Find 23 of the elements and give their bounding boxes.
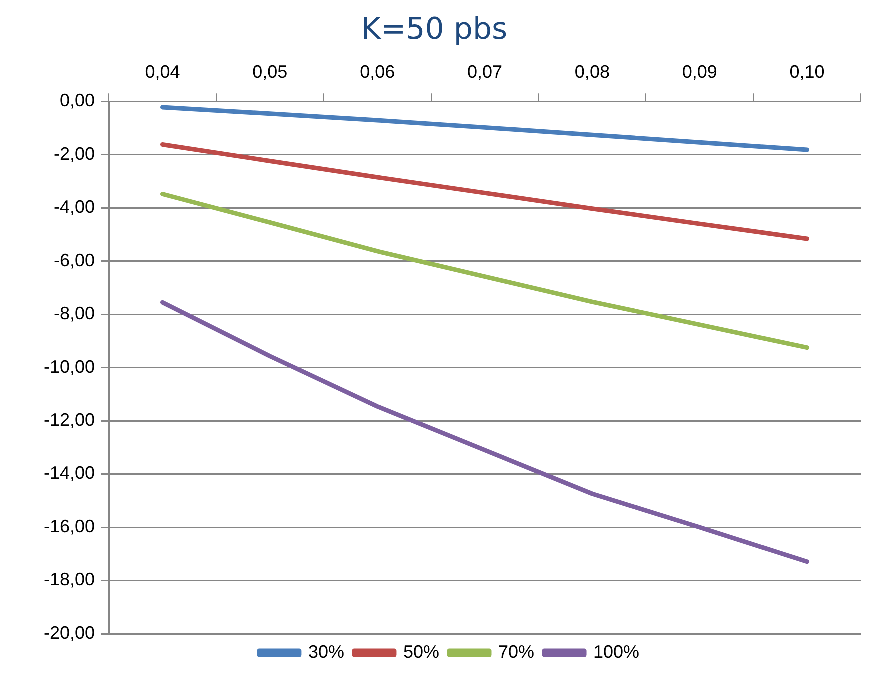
y-tick-label: -2,00 xyxy=(54,144,96,164)
legend-label: 30% xyxy=(308,642,344,662)
x-tick-label: 0,10 xyxy=(790,62,825,82)
y-tick-label: 0,00 xyxy=(60,90,96,111)
chart-title: K=50 pbs xyxy=(360,12,509,49)
y-tick-label: -14,00 xyxy=(44,463,96,484)
x-tick-label: 0,04 xyxy=(145,62,180,82)
legend-label: 100% xyxy=(594,642,640,662)
y-tick-label: -18,00 xyxy=(44,570,96,590)
legend-label: 70% xyxy=(498,642,535,662)
y-tick-label: -6,00 xyxy=(54,250,96,270)
y-tick-label: -8,00 xyxy=(54,304,96,324)
y-tick-label: -20,00 xyxy=(44,622,96,643)
y-tick-label: -4,00 xyxy=(54,197,96,218)
x-tick-label: 0,05 xyxy=(252,62,288,82)
x-tick-label: 0,08 xyxy=(574,62,610,82)
x-tick-label: 0,06 xyxy=(360,62,396,82)
y-tick-label: -16,00 xyxy=(44,516,96,536)
legend-label: 50% xyxy=(403,642,440,662)
x-tick-label: 0,07 xyxy=(467,62,503,82)
y-tick-label: -10,00 xyxy=(44,356,96,377)
x-tick-label: 0,09 xyxy=(682,62,718,82)
y-tick-label: -12,00 xyxy=(44,410,96,430)
